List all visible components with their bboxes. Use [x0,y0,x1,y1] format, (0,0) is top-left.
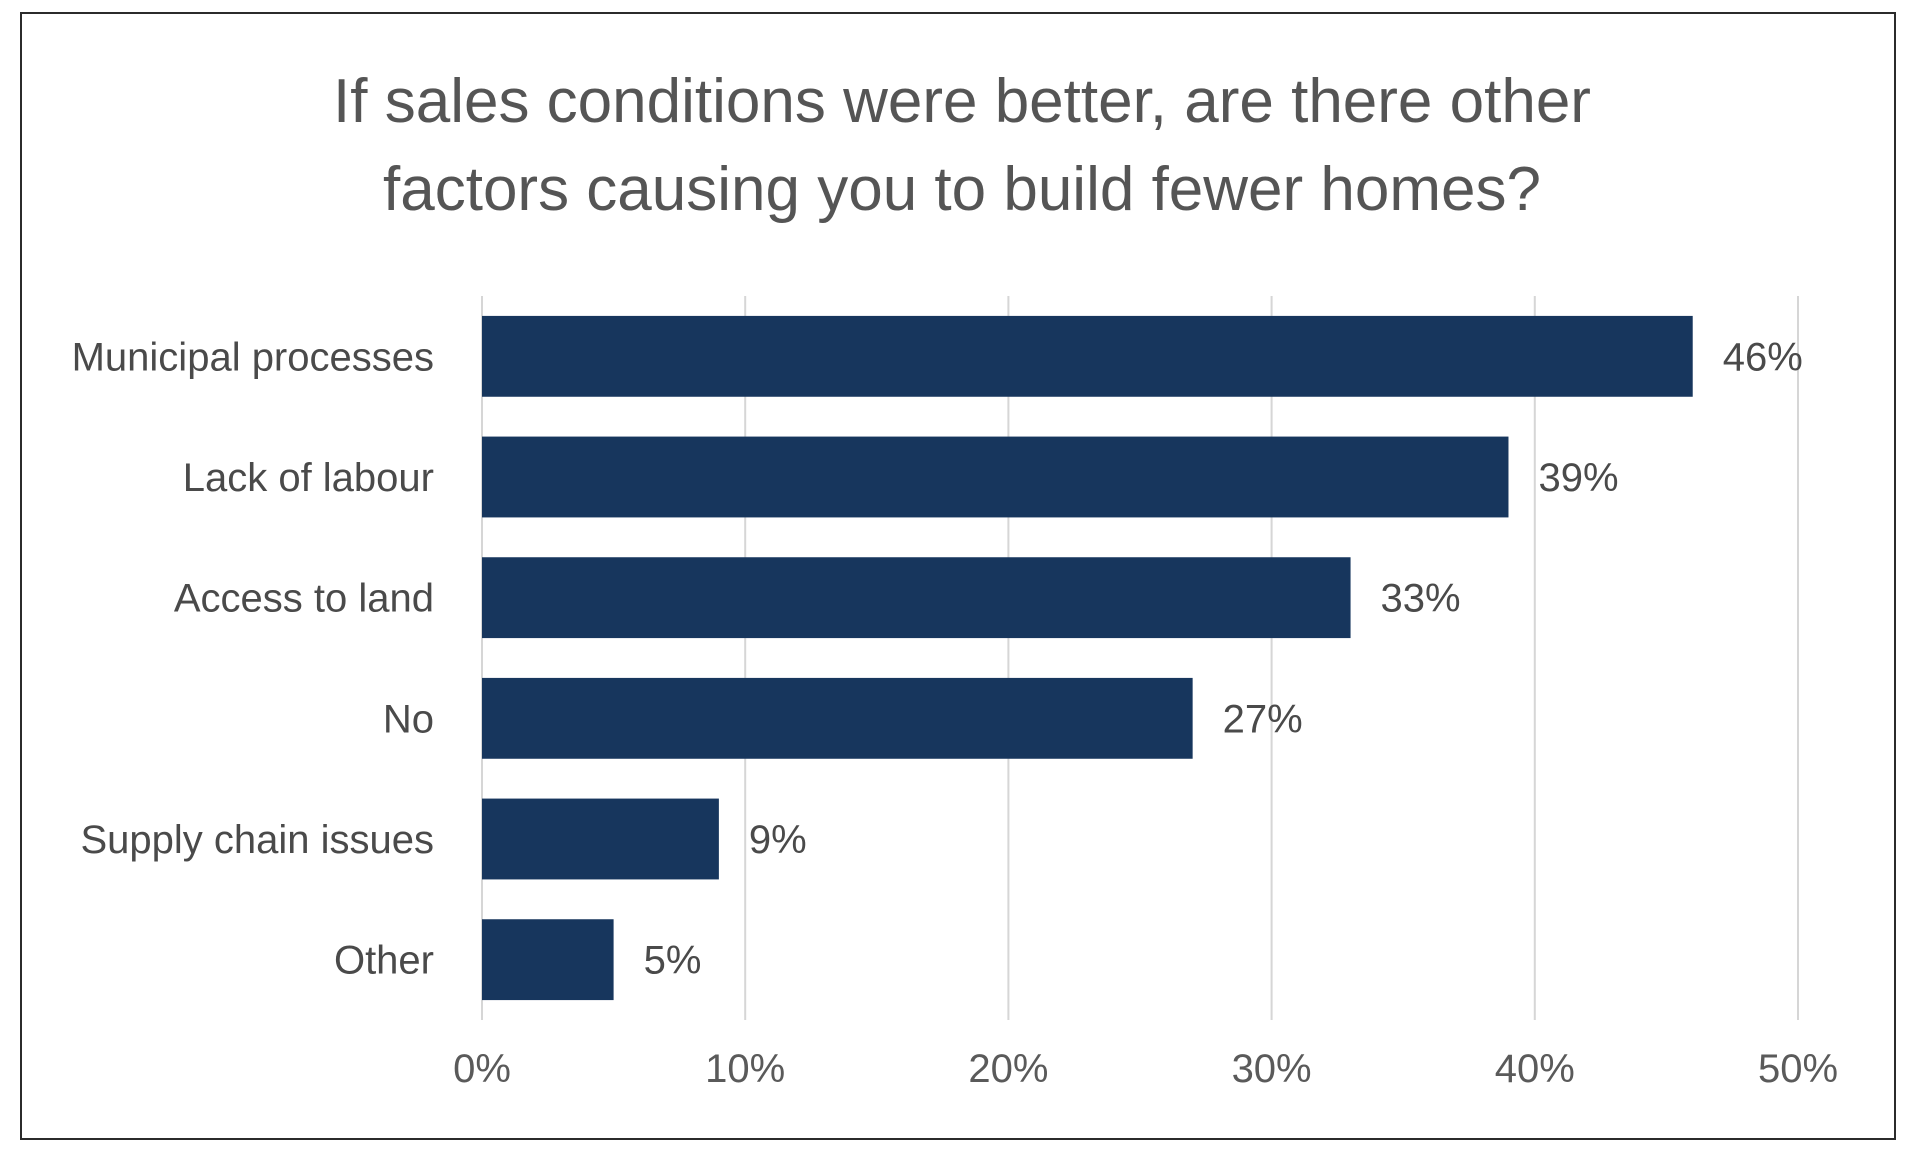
category-label: Other [334,939,434,983]
bar [482,436,1509,518]
bar [482,677,1193,759]
value-label: 33% [1381,577,1461,621]
value-label: 46% [1723,335,1803,379]
chart-title-line-1: If sales conditions were better, are the… [333,67,1591,136]
category-label: No [383,697,434,741]
value-label: 27% [1223,697,1303,741]
bars [482,315,1693,1001]
bar [482,557,1351,639]
category-label: Access to land [174,577,434,621]
category-label: Municipal processes [72,335,434,379]
value-label: 5% [644,939,702,983]
value-label: 9% [749,818,807,862]
chart-title-line-2: factors causing you to build fewer homes… [383,155,1541,224]
x-tick-label: 40% [1495,1047,1575,1091]
bar [482,798,719,880]
x-tick-label: 20% [968,1047,1048,1091]
x-tick-label: 50% [1758,1047,1838,1091]
value-label: 39% [1538,456,1618,500]
x-tick-label: 10% [705,1047,785,1091]
bar [482,315,1693,397]
x-tick-label: 30% [1232,1047,1312,1091]
x-tick-label: 0% [453,1047,511,1091]
labels: 0% 10% 20% 30% 40% 50% Municipal processes 46% L… [72,335,1838,1091]
bar [482,919,614,1001]
gridlines [481,296,1799,1020]
category-label: Supply chain issues [80,818,434,862]
category-label: Lack of labour [183,456,434,500]
